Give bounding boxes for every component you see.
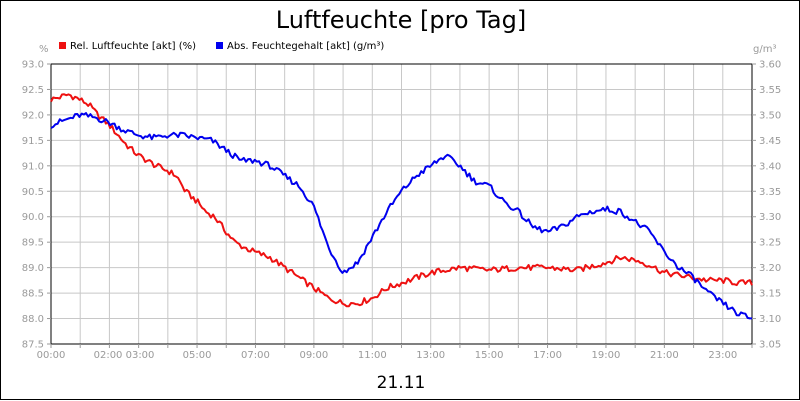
x-axis-ticks: 00:00 02:00 03:00 05:00 07:00 09:00 11:00 13:0…: [37, 344, 753, 361]
y-left-tick-label: 89.0: [22, 263, 44, 274]
y-left-tick-label: 91.0: [22, 161, 44, 172]
y-left-tick-label: 90.0: [22, 212, 44, 223]
x-tick-label: 23:00: [708, 350, 737, 361]
y-left-tick-label: 92.0: [22, 110, 44, 121]
y-left-tick-label: 92.5: [22, 85, 44, 96]
x-tick-label: 17:00: [533, 350, 562, 361]
y-right-tick-label: 3.30: [759, 212, 781, 223]
series-line-abs-humidity: [50, 112, 752, 320]
y-right-tick-label: 3.50: [759, 110, 781, 121]
y-left-tick-label: 93.0: [22, 60, 44, 71]
legend-swatch-abs-humidity: [216, 42, 223, 49]
y-right-tick-label: 3.60: [759, 60, 781, 71]
x-tick-label: 07:00: [241, 350, 270, 361]
legend: Rel. Luftfeuchte [akt] (%) Abs. Feuchteg…: [59, 41, 384, 52]
y-right-tick-label: 3.10: [759, 314, 781, 325]
x-tick-label: 00:00: [37, 350, 66, 361]
y-right-tick-label: 3.45: [759, 136, 781, 147]
x-tick-label: 05:00: [183, 350, 212, 361]
x-tick-label: 02:00 03:00: [94, 350, 155, 361]
y-left-tick-label: 91.5: [22, 136, 44, 147]
x-tick-label: 13:00: [416, 350, 445, 361]
y-right-tick-label: 3.25: [759, 238, 781, 249]
y-right-tick-label: 3.55: [759, 85, 781, 96]
y-right-tick-label: 3.40: [759, 161, 781, 172]
legend-label-rel-humidity: Rel. Luftfeuchte [akt] (%): [70, 41, 196, 52]
y-left-tick-label: 88.5: [22, 289, 44, 300]
y-left-tick-label: 88.0: [22, 314, 44, 325]
y-right-tick-label: 3.05: [759, 340, 781, 351]
y-left-tick-label: 90.5: [22, 187, 44, 198]
legend-swatch-rel-humidity: [59, 42, 66, 49]
y-right-tick-label: 3.20: [759, 263, 781, 274]
y-right-tick-label: 3.35: [759, 187, 781, 198]
left-axis-ticks: 87.5 88.0 88.5 89.0 89.5 90.0 90.5 91.0 91.5 92.0…: [22, 60, 51, 351]
x-axis-caption: 21.11: [377, 373, 426, 393]
grid: [51, 63, 752, 345]
x-tick-label: 11:00: [358, 350, 387, 361]
right-axis-unit: g/m³: [753, 44, 776, 55]
right-axis-ticks: 3.05 3.10 3.15 3.20 3.25 3.30 3.35 3.40 3.45 3.50…: [752, 60, 781, 351]
y-left-tick-label: 87.5: [22, 340, 44, 351]
y-left-tick-label: 89.5: [22, 238, 44, 249]
x-tick-label: 15:00: [475, 350, 504, 361]
left-axis-unit: %: [39, 44, 49, 55]
x-tick-label: 09:00: [299, 350, 328, 361]
series-line-rel-humidity: [50, 93, 753, 308]
x-tick-label: 21:00: [650, 350, 679, 361]
chart-title: Luftfeuchte [pro Tag]: [276, 6, 526, 34]
y-right-tick-label: 3.15: [759, 289, 781, 300]
series-layer: [50, 93, 753, 320]
legend-label-abs-humidity: Abs. Feuchtegehalt [akt] (g/m³): [227, 41, 384, 52]
x-tick-label: 19:00: [592, 350, 621, 361]
